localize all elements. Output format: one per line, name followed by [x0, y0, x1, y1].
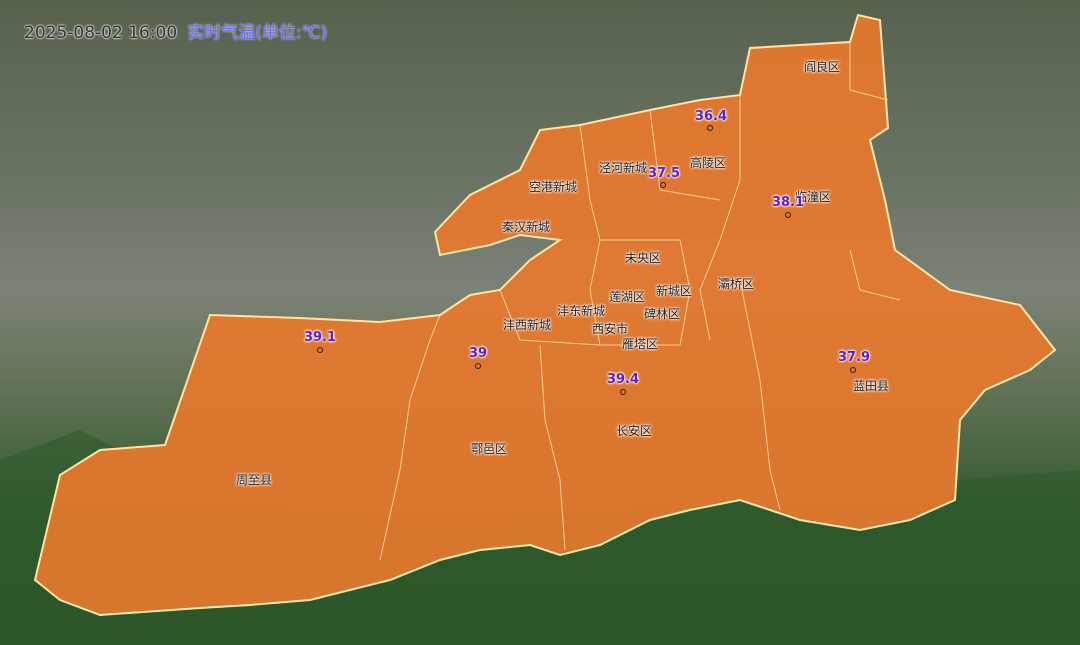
temperature-value[interactable]: 38.1 — [771, 195, 805, 210]
district-label: 鄠邑区 — [470, 442, 508, 456]
station-marker — [785, 212, 791, 218]
temperature-value[interactable]: 39 — [468, 346, 488, 361]
station-marker — [317, 347, 323, 353]
district-label: 空港新城 — [528, 180, 578, 194]
temperature-value[interactable]: 37.9 — [837, 350, 871, 365]
district-label: 沣西新城 — [502, 318, 552, 332]
map-title: 2025-08-02 16:00 实时气温(单位:℃) — [24, 18, 327, 43]
city-label: 西安市 — [591, 322, 629, 336]
district-label: 秦汉新城 — [501, 220, 551, 234]
district-label: 蓝田县 — [852, 379, 890, 393]
temperature-value[interactable]: 36.4 — [694, 109, 728, 124]
district-borders — [379, 42, 901, 561]
district-label: 雁塔区 — [621, 337, 659, 351]
station-marker — [707, 125, 713, 131]
district-label: 泾河新城 — [598, 161, 648, 175]
district-label: 高陵区 — [689, 156, 727, 170]
district-label: 长安区 — [615, 424, 653, 438]
temperature-value[interactable]: 37.5 — [647, 166, 681, 181]
district-label: 碑林区 — [643, 307, 681, 321]
district-label: 周至县 — [235, 473, 273, 487]
district-label: 新城区 — [655, 284, 693, 298]
temperature-value[interactable]: 39.1 — [303, 330, 337, 345]
station-marker — [620, 389, 626, 395]
station-marker — [850, 367, 856, 373]
unit-label: 实时气温(单位:℃) — [187, 23, 328, 43]
district-label: 阎良区 — [803, 60, 841, 74]
station-marker — [475, 363, 481, 369]
district-label: 未央区 — [624, 251, 662, 265]
district-label: 沣东新城 — [556, 304, 606, 318]
district-label: 莲湖区 — [608, 290, 646, 304]
temperature-value[interactable]: 39.4 — [606, 372, 640, 387]
district-label: 灞桥区 — [717, 277, 755, 291]
region-fill — [33, 13, 1057, 617]
station-marker — [660, 182, 666, 188]
timestamp: 2025-08-02 16:00 — [24, 23, 178, 43]
district-label: 临潼区 — [794, 190, 832, 204]
